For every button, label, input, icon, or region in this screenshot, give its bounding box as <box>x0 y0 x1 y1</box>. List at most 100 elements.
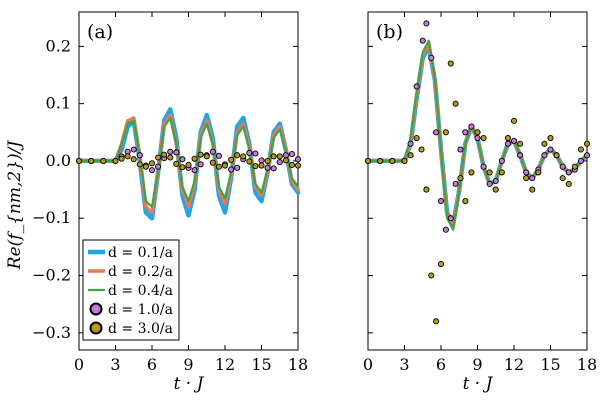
panel-label: (b) <box>376 21 403 43</box>
x-tick-label: 6 <box>147 355 157 374</box>
series-point-4 <box>173 149 180 156</box>
y-tick-label: 0.1 <box>46 94 71 113</box>
y-tick-label: −0.1 <box>32 208 71 227</box>
series-point-5 <box>203 153 210 160</box>
series-point-5 <box>209 159 216 166</box>
series-point-5 <box>517 140 524 147</box>
x-axis-label: t · J <box>174 374 205 394</box>
series-point-4 <box>517 152 524 159</box>
legend-label: d = 0.2/a <box>108 264 173 280</box>
series-point-5 <box>565 180 572 187</box>
series-point-4 <box>474 134 481 142</box>
series-point-5 <box>264 157 271 164</box>
series-point-4 <box>457 146 464 153</box>
series-point-4 <box>288 151 295 158</box>
series-point-4 <box>480 163 487 170</box>
series-point-5 <box>541 140 548 147</box>
series-point-5 <box>124 153 131 160</box>
series-point-4 <box>492 177 499 185</box>
x-tick-label: 3 <box>399 355 409 374</box>
series-point-5 <box>167 154 174 161</box>
series-point-4 <box>264 164 271 171</box>
series-point-5 <box>185 161 192 169</box>
legend-marker <box>89 302 103 316</box>
series-point-4 <box>413 83 420 90</box>
series-point-5 <box>377 157 384 164</box>
x-tick-label: 15 <box>540 355 560 374</box>
series-point-5 <box>474 129 481 136</box>
x-tick-label: 0 <box>74 355 84 374</box>
series-point-4 <box>258 157 265 164</box>
series-point-4 <box>428 54 435 61</box>
series-point-5 <box>407 152 414 159</box>
series-point-5 <box>118 155 125 162</box>
legend-label: d = 0.4/a <box>108 283 173 299</box>
series-point-5 <box>535 169 542 176</box>
series-point-5 <box>577 146 584 153</box>
series-point-5 <box>252 163 259 170</box>
series-point-5 <box>191 155 198 162</box>
x-tick-label: 3 <box>110 355 120 374</box>
series-point-4 <box>541 152 548 159</box>
series-point-4 <box>447 215 454 222</box>
series-point-4 <box>209 148 216 155</box>
series-point-4 <box>282 152 289 159</box>
series-point-5 <box>442 129 449 136</box>
series-point-5 <box>437 261 445 268</box>
y-axis-label: Re(f_{nm,2})/J <box>5 140 25 271</box>
series-point-4 <box>529 175 536 182</box>
series-point-5 <box>486 169 493 176</box>
series-point-5 <box>504 134 511 142</box>
plot-frame <box>367 11 588 351</box>
series-point-4 <box>234 164 241 171</box>
series-point-4 <box>252 150 259 157</box>
series-point-4 <box>270 165 277 172</box>
series-point-4 <box>559 163 566 170</box>
series-point-5 <box>447 60 454 67</box>
series-point-4 <box>510 137 518 144</box>
series-point-4 <box>215 152 222 159</box>
series-point-4 <box>437 198 445 205</box>
x-tick-label: 9 <box>472 355 482 374</box>
series-point-4 <box>167 148 174 155</box>
series-point-5 <box>428 272 435 279</box>
panel-b: 0 3 6 9 12 15 18 t · J (b) <box>363 11 597 394</box>
y-tick-label: −0.2 <box>32 266 71 285</box>
series-point-4 <box>155 163 162 170</box>
series-point-5 <box>276 153 283 160</box>
series-point-4 <box>504 140 511 147</box>
series-point-5 <box>492 186 499 193</box>
series-point-4 <box>136 152 143 159</box>
series-point-5 <box>221 162 229 169</box>
series-point-4 <box>565 169 572 176</box>
x-tick-label: 15 <box>251 355 271 374</box>
series-point-5 <box>112 157 119 164</box>
series-point-5 <box>547 134 554 142</box>
series-point-5 <box>452 100 459 107</box>
series-point-4 <box>547 146 554 153</box>
series-point-4 <box>452 180 459 187</box>
series-point-5 <box>270 153 277 160</box>
series-point-4 <box>433 129 440 136</box>
series-point-4 <box>179 156 186 163</box>
series-point-5 <box>418 146 425 153</box>
series-point-4 <box>577 157 584 164</box>
legend-label: d = 1.0/a <box>108 302 173 318</box>
series-point-5 <box>498 169 505 176</box>
series-point-5 <box>433 318 440 325</box>
y-tick-label: −0.3 <box>32 323 71 342</box>
x-tick-label: 0 <box>363 355 373 374</box>
series-point-4 <box>130 146 137 153</box>
x-tick-label: 6 <box>436 355 446 374</box>
series-point-5 <box>462 198 469 205</box>
x-tick-label: 12 <box>504 355 524 374</box>
series-point-4 <box>191 167 198 174</box>
series-point-4 <box>583 152 591 159</box>
series-point-5 <box>423 186 430 193</box>
legend-marker <box>89 321 103 335</box>
series-point-5 <box>468 169 475 176</box>
series-point-4 <box>442 226 449 233</box>
y-axis-label-group: Re(f_{nm,2})/J <box>5 140 25 271</box>
x-tick-label: 12 <box>215 355 235 374</box>
